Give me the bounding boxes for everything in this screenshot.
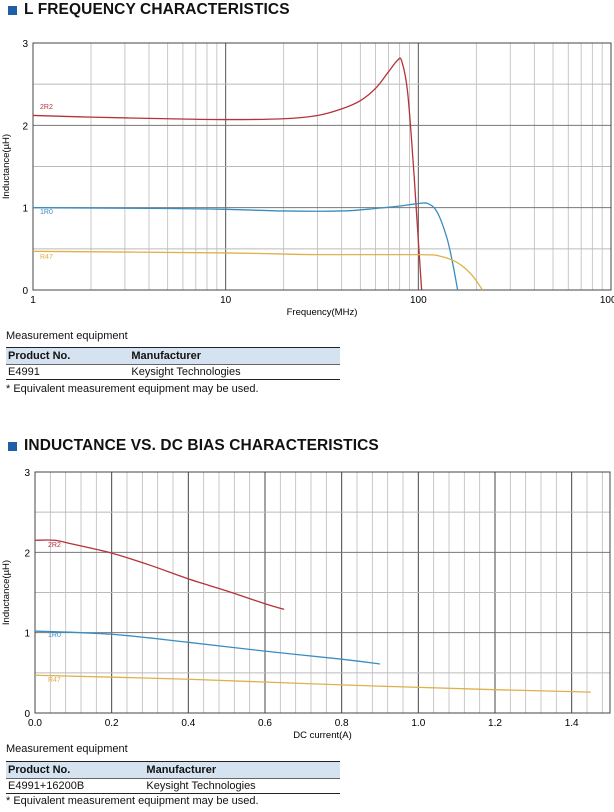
header-product: Product No.: [6, 347, 130, 365]
series-label: 1R0: [40, 209, 53, 216]
series-label: 2R2: [40, 104, 53, 111]
x-tick-label: 1.0: [411, 718, 425, 729]
table-row: E4991 Keysight Technologies: [6, 364, 340, 380]
y-tick-label: 1: [24, 629, 30, 640]
series-label: 1R0: [48, 632, 61, 639]
series-line-2R2: [32, 57, 423, 291]
x-tick-label: 0.6: [258, 718, 272, 729]
x-tick-label: 0.8: [335, 718, 349, 729]
x-tick-label: 100: [410, 295, 427, 306]
dc-bias-chart: 0 1 2 3 0.0 0.2 0.4 0.6 0.8 1.0 1.2 1.4 DC current(A…: [1, 468, 611, 741]
x-tick-label: 0.0: [28, 718, 42, 729]
measurement-label: Measurement equipment: [6, 330, 128, 342]
footnote: * Equivalent measurement equipment may b…: [6, 383, 259, 395]
x-axis-title: DC current(A): [293, 730, 352, 741]
y-axis-title: Inductance(µH): [1, 134, 12, 199]
x-axis-title: Frequency(MHz): [287, 307, 358, 318]
bullet-square-icon: [8, 441, 17, 451]
x-tick-label: 0.4: [181, 718, 195, 729]
section-title-text: INDUCTANCE VS. DC BIAS CHARACTERISTICS: [24, 437, 379, 454]
equipment-table: Product No. Manufacturer E4991+16200B Keys…: [6, 761, 340, 794]
plot-frame: [34, 471, 611, 714]
y-tick-label: 0: [22, 286, 28, 297]
cell-product: E4991: [6, 364, 130, 380]
series-label: R47: [48, 677, 61, 684]
x-tick-label: 1: [30, 295, 36, 306]
y-axis-title: Inductance(µH): [1, 560, 12, 625]
series-line-R47: [32, 250, 483, 291]
series-line-1R0: [32, 202, 459, 291]
equipment-table: Product No. Manufacturer E4991 Keysight Te…: [6, 347, 340, 380]
footnote: * Equivalent measurement equipment may b…: [6, 795, 259, 807]
y-tick-label: 3: [24, 468, 30, 479]
l-frequency-chart: 01231101001000Frequency(MHz)Inductance(µ…: [1, 39, 614, 318]
section-title-text: L FREQUENCY CHARACTERISTICS: [24, 1, 290, 18]
measurement-label: Measurement equipment: [6, 743, 128, 755]
series-label: R47: [40, 254, 53, 261]
y-tick-label: 2: [24, 548, 30, 559]
y-tick-label: 2: [22, 121, 28, 132]
section-title: L FREQUENCY CHARACTERISTICS: [8, 1, 290, 19]
x-tick-label: 1.4: [565, 718, 579, 729]
x-tick-label: 1000: [600, 295, 614, 306]
header-product: Product No.: [6, 761, 145, 779]
x-tick-label: 10: [220, 295, 232, 306]
cell-product: E4991+16200B: [6, 778, 145, 794]
x-tick-label: 0.2: [105, 718, 119, 729]
header-manufacturer: Manufacturer: [129, 347, 340, 365]
cell-manufacturer: Keysight Technologies: [129, 364, 340, 380]
y-tick-label: 1: [22, 204, 28, 215]
series-line-2R2: [34, 539, 285, 610]
cell-manufacturer: Keysight Technologies: [144, 778, 340, 794]
plot-frame: [32, 42, 612, 291]
series-line-R47: [34, 674, 591, 693]
section-title: INDUCTANCE VS. DC BIAS CHARACTERISTICS: [8, 437, 379, 455]
y-tick-label: 0: [24, 709, 30, 720]
x-tick-label: 1.2: [488, 718, 502, 729]
series-label: 2R2: [48, 542, 61, 549]
bullet-square-icon: [8, 5, 17, 15]
y-tick-label: 3: [22, 39, 28, 50]
header-manufacturer: Manufacturer: [144, 761, 340, 779]
table-row: E4991+16200B Keysight Technologies: [6, 778, 340, 794]
series-line-1R0: [34, 630, 381, 665]
